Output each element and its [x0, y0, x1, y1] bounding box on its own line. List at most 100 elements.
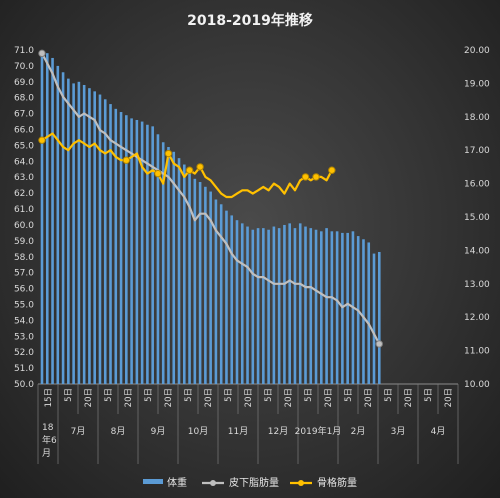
bar-weight: [293, 228, 297, 384]
line-skeletal-muscle: [41, 132, 333, 199]
bar-weight: [61, 72, 65, 385]
y-right-tick-label: 19.00: [464, 79, 490, 89]
x-tick-label: 20日: [244, 388, 254, 407]
bar-weight: [151, 126, 154, 384]
bar-weight: [198, 182, 202, 384]
x-tick-label: 5日: [144, 388, 154, 402]
bar-weight: [283, 224, 286, 384]
bar-weight: [325, 228, 328, 384]
y-left-tick-label: 55.0: [14, 300, 34, 310]
bar-weight: [93, 91, 96, 384]
bar-weight: [209, 191, 212, 384]
bar-weight: [314, 229, 318, 384]
y-right-tick-label: 20.00: [464, 46, 490, 56]
bar-weight: [230, 215, 234, 384]
y-left-tick-label: 60.0: [14, 221, 34, 231]
bar-weight: [56, 65, 60, 385]
x-tick-label: 5日: [424, 388, 434, 402]
legend-swatch-weight: [143, 479, 163, 484]
x-tick-label: 5日: [344, 388, 354, 402]
x-tick-label: 20日: [404, 388, 414, 407]
point-skeletal-muscle: [328, 166, 336, 174]
x-tick-label: 5日: [224, 388, 234, 402]
bar-weight: [161, 142, 165, 384]
x-group-label: 2019年1月: [295, 425, 342, 437]
bar-weight: [188, 170, 191, 384]
y-right-tick-label: 10.00: [464, 380, 490, 390]
x-tick-label: 20日: [124, 388, 134, 407]
y-right-tick-label: 17.00: [464, 146, 490, 156]
y-left-tick-label: 69.0: [14, 78, 34, 88]
bar-weight: [240, 223, 244, 384]
legend-marker-muscle: [298, 480, 304, 486]
bar-weight: [214, 199, 218, 384]
x-tick-label: 20日: [324, 388, 334, 407]
bar-weight: [193, 178, 197, 384]
bar-weight: [246, 226, 249, 384]
bar-weight: [103, 99, 107, 385]
bar-weight: [82, 84, 86, 384]
y-left-tick-label: 56.0: [14, 285, 34, 295]
bar-weight: [67, 78, 70, 384]
bar-weight: [40, 50, 44, 384]
y-right-tick-label: 12.00: [464, 313, 490, 323]
bar-weight: [177, 158, 181, 384]
y-left-tick-label: 63.0: [14, 173, 34, 183]
bar-weight: [372, 253, 376, 384]
bar-weight: [219, 204, 223, 384]
y-right-tick-label: 18.00: [464, 113, 490, 123]
chart-title: 2018-2019年推移: [187, 13, 313, 29]
point-subcutaneous-fat: [375, 340, 383, 348]
y-right-tick-label: 13.00: [464, 280, 490, 290]
y-right-tick-label: 11.00: [464, 347, 490, 357]
y-left-tick-label: 51.0: [14, 364, 34, 374]
bar-weight: [45, 53, 49, 384]
point-skeletal-muscle: [185, 166, 194, 174]
point-skeletal-muscle: [38, 136, 46, 144]
bar-weight: [140, 121, 144, 385]
x-group-label: 18 年6 月: [42, 423, 57, 459]
x-tick-label: 5日: [104, 388, 114, 402]
bar-weight: [330, 231, 334, 384]
x-group-label: 11月: [228, 426, 248, 437]
y-left-tick-label: 64.0: [14, 157, 34, 167]
legend-label-muscle: 骨格筋量: [317, 476, 357, 489]
y-right-tick-label: 15.00: [464, 213, 490, 223]
x-group-label: 3月: [391, 426, 406, 437]
y-left-tick-label: 53.0: [14, 332, 34, 342]
x-tick-label: 20日: [364, 388, 374, 407]
y-left-tick-label: 65.0: [14, 141, 34, 151]
y-left-tick-label: 54.0: [14, 316, 34, 326]
x-tick-label: 5日: [304, 388, 314, 402]
y-right-tick-label: 14.00: [464, 246, 490, 256]
x-group-label: 10月: [188, 426, 208, 437]
x-tick-label: 15日: [44, 388, 54, 407]
bar-weight: [156, 134, 160, 384]
bar-weight: [320, 231, 323, 384]
bar-weight: [377, 251, 381, 384]
y-left-tick-label: 67.0: [14, 110, 34, 120]
bar-weight: [51, 57, 54, 384]
bar-weight: [182, 164, 186, 384]
point-skeletal-muscle: [301, 173, 310, 181]
y-left-tick-label: 52.0: [14, 348, 34, 358]
bar-weight: [167, 147, 170, 384]
x-group-label: 2月: [351, 426, 366, 437]
bar-weight: [346, 232, 349, 384]
y-right-tick-label: 16.00: [464, 180, 490, 190]
y-left-tick-label: 66.0: [14, 126, 34, 136]
x-tick-label: 5日: [184, 388, 194, 402]
legend-label-weight: 体重: [167, 476, 187, 489]
x-group-label: 12月: [268, 426, 288, 437]
point-skeletal-muscle: [154, 169, 162, 178]
bar-weight: [341, 232, 344, 384]
y-left-tick-label: 68.0: [14, 94, 34, 104]
x-group-label: 8月: [111, 426, 126, 437]
x-tick-label: 20日: [204, 388, 214, 407]
bar-weight: [367, 242, 371, 384]
x-group-label: 7月: [71, 426, 86, 437]
bar-weight: [72, 83, 75, 385]
bar-weight: [146, 124, 149, 384]
y-left-tick-label: 50.0: [14, 380, 34, 390]
